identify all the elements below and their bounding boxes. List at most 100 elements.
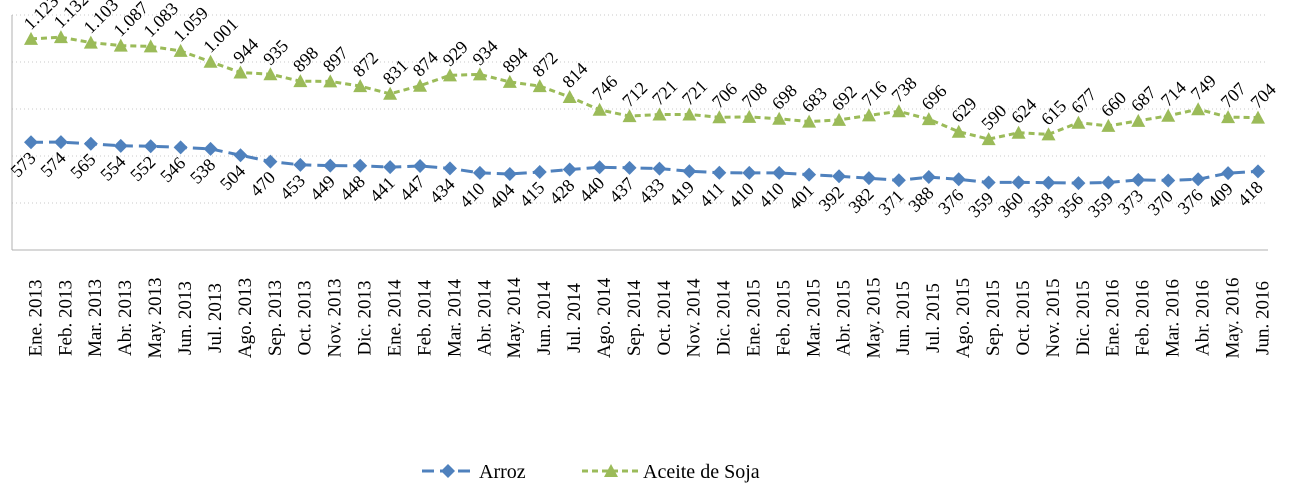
data-label-aceite-de-soja: 814: [558, 58, 591, 91]
data-point-arroz: [83, 136, 98, 151]
x-tick-label: Feb. 2016: [1133, 280, 1154, 356]
data-point-arroz: [472, 165, 487, 180]
x-tick-label: Jun. 2015: [893, 281, 914, 355]
data-label-aceite-de-soja: 935: [259, 36, 292, 69]
data-label-aceite-de-soja: 712: [618, 78, 651, 111]
data-label-aceite-de-soja: 629: [947, 93, 980, 126]
x-tick-label: Feb. 2015: [774, 280, 795, 356]
data-point-arroz: [173, 140, 188, 155]
data-label-arroz: 401: [785, 180, 818, 213]
data-label-aceite-de-soja: 898: [289, 43, 322, 76]
x-tick-label: Dic. 2014: [714, 280, 735, 355]
data-label-arroz: 428: [545, 175, 578, 208]
data-point-aceite-de-soja: [323, 74, 338, 88]
data-label-arroz: 434: [425, 174, 458, 207]
data-label-aceite-de-soja: 831: [379, 55, 412, 88]
data-label-arroz: 437: [605, 173, 638, 206]
data-label-aceite-de-soja: 929: [439, 37, 472, 70]
legend-label-arroz: Arroz: [479, 461, 526, 483]
data-label-arroz: 373: [1114, 185, 1147, 218]
data-point-aceite-de-soja: [562, 89, 577, 103]
data-label-arroz: 448: [336, 171, 369, 204]
data-point-arroz: [921, 170, 936, 185]
x-tick-label: Jun. 2014: [534, 281, 555, 355]
data-point-aceite-de-soja: [502, 74, 517, 88]
data-point-aceite-de-soja: [113, 38, 128, 52]
x-tick-label: May. 2016: [1222, 277, 1243, 358]
data-point-aceite-de-soja: [263, 67, 278, 81]
x-tick-label: Ene. 2016: [1103, 279, 1124, 356]
data-point-aceite-de-soja: [1041, 127, 1056, 141]
legend-diamond-marker: [441, 464, 455, 478]
x-tick-label: Abr. 2013: [115, 280, 136, 356]
data-label-aceite-de-soja: 696: [917, 81, 950, 114]
series-line-aceite-de-soja: [30, 35, 1259, 141]
data-point-arroz: [263, 154, 278, 169]
data-label-arroz: 538: [186, 154, 219, 187]
x-tick-label: Sep. 2014: [624, 280, 645, 357]
data-point-arroz: [353, 158, 368, 173]
data-label-arroz: 409: [1204, 179, 1237, 212]
data-point-arroz: [622, 160, 637, 175]
x-tick-label: Sep. 2013: [265, 280, 286, 356]
legend-label-aceite-de-soja: Aceite de Soja: [643, 461, 760, 483]
data-point-arroz: [502, 167, 517, 182]
data-label-arroz: 415: [515, 178, 548, 211]
data-point-aceite-de-soja: [143, 39, 158, 53]
data-point-aceite-de-soja: [1251, 110, 1265, 124]
data-labels: 5735745655545525465385044704534494484414…: [7, 0, 1280, 222]
legend: Arroz Aceite de Soja: [422, 461, 760, 483]
series-layer: [24, 30, 1265, 191]
data-point-arroz: [891, 173, 906, 188]
data-point-arroz: [1221, 166, 1236, 181]
data-label-arroz: 371: [874, 186, 907, 219]
data-point-arroz: [323, 158, 338, 173]
data-label-arroz: 418: [1234, 177, 1267, 210]
x-tick-label: Jul. 2014: [564, 283, 585, 353]
data-label-arroz: 552: [126, 152, 159, 185]
data-point-arroz: [1131, 172, 1146, 187]
data-point-arroz: [383, 160, 398, 175]
x-tick-label: Mar. 2015: [803, 279, 824, 357]
data-point-arroz: [562, 162, 577, 177]
data-label-arroz: 376: [1174, 185, 1207, 218]
data-label-arroz: 410: [755, 179, 788, 212]
data-label-arroz: 470: [246, 167, 279, 200]
data-label-aceite-de-soja: 706: [708, 79, 741, 112]
data-point-arroz: [442, 161, 457, 176]
data-label-arroz: 565: [66, 149, 99, 182]
x-tick-label: Nov. 2013: [325, 279, 346, 358]
x-tick-label: Jul. 2015: [923, 283, 944, 353]
x-tick-label: Abr. 2014: [474, 280, 495, 357]
data-point-arroz: [1011, 175, 1026, 190]
data-point-aceite-de-soja: [472, 67, 487, 81]
data-point-aceite-de-soja: [1191, 102, 1206, 116]
data-label-arroz: 574: [36, 148, 69, 181]
data-point-arroz: [652, 161, 667, 176]
data-label-arroz: 449: [306, 171, 339, 204]
data-label-aceite-de-soja: 749: [1187, 71, 1220, 104]
data-point-aceite-de-soja: [802, 114, 817, 128]
x-tick-label: Abr. 2016: [1193, 280, 1214, 356]
data-label-arroz: 410: [725, 179, 758, 212]
data-point-aceite-de-soja: [203, 54, 218, 68]
legend-item-aceite-de-soja: Aceite de Soja: [582, 461, 760, 483]
data-point-aceite-de-soja: [233, 65, 248, 79]
data-label-aceite-de-soja: 660: [1097, 87, 1130, 120]
data-point-aceite-de-soja: [383, 86, 398, 100]
data-label-aceite-de-soja: 872: [349, 48, 382, 81]
data-point-aceite-de-soja: [173, 43, 188, 57]
data-label-arroz: 433: [635, 174, 668, 207]
data-label-arroz: 453: [276, 170, 309, 203]
data-point-arroz: [532, 164, 547, 179]
data-point-aceite-de-soja: [682, 107, 697, 121]
data-label-aceite-de-soja: 615: [1037, 96, 1070, 129]
data-point-arroz: [1101, 175, 1116, 190]
data-point-aceite-de-soja: [921, 112, 936, 126]
data-point-arroz: [1041, 175, 1056, 190]
data-label-arroz: 419: [665, 177, 698, 210]
data-point-arroz: [951, 172, 966, 187]
data-point-arroz: [1161, 173, 1176, 188]
data-label-aceite-de-soja: 677: [1067, 84, 1100, 117]
data-label-aceite-de-soja: 874: [409, 47, 442, 80]
